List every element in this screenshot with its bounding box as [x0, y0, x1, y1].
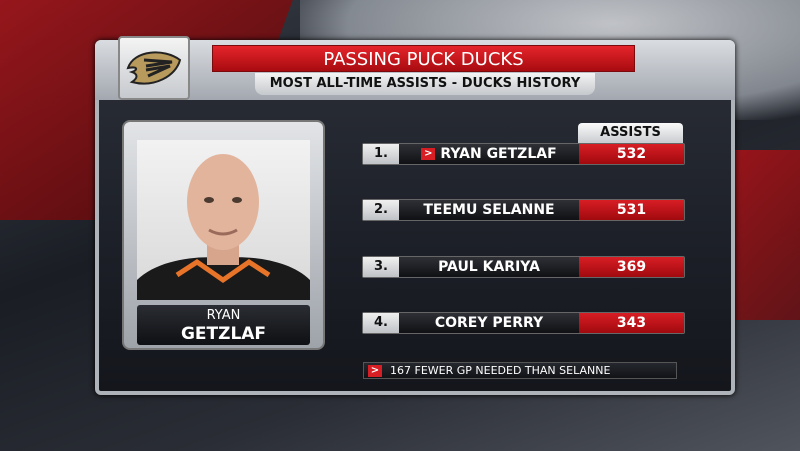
assists-value: 531	[579, 200, 684, 220]
chevron-right-icon: >	[368, 364, 382, 377]
assists-column-header: ASSISTS	[578, 123, 683, 143]
assists-value: 343	[579, 313, 684, 333]
assists-value: 532	[579, 144, 684, 164]
footnote-text: 167 FEWER GP NEEDED THAN SELANNE	[390, 364, 611, 377]
chevron-right-icon: >	[421, 148, 436, 160]
graphic-title: PASSING PUCK DUCKS	[212, 45, 635, 72]
table-row: 1. > RYAN GETZLAF 532	[362, 143, 685, 165]
graphic-subtitle: MOST ALL-TIME ASSISTS - DUCKS HISTORY	[255, 73, 595, 95]
table-row: 4. COREY PERRY 343	[362, 312, 685, 334]
assists-value: 369	[579, 257, 684, 277]
player-photo	[137, 140, 310, 300]
player-last-name: GETZLAF	[180, 324, 267, 344]
rank: 3.	[363, 257, 399, 277]
rank: 4.	[363, 313, 399, 333]
player-name: COREY PERRY	[399, 313, 579, 333]
footnote: > 167 FEWER GP NEEDED THAN SELANNE	[363, 362, 677, 379]
player-nameplate: RYAN GETZLAF	[137, 305, 310, 345]
rank: 1.	[363, 144, 399, 164]
table-row: 2. TEEMU SELANNE 531	[362, 199, 685, 221]
table-row: 3. PAUL KARIYA 369	[362, 256, 685, 278]
player-name: TEEMU SELANNE	[399, 200, 579, 220]
player-name-cell: > RYAN GETZLAF	[399, 144, 579, 164]
ducks-logo	[118, 36, 190, 100]
player-name: RYAN GETZLAF	[440, 146, 557, 162]
rank: 2.	[363, 200, 399, 220]
player-name: PAUL KARIYA	[399, 257, 579, 277]
player-first-name: RYAN	[206, 308, 241, 323]
